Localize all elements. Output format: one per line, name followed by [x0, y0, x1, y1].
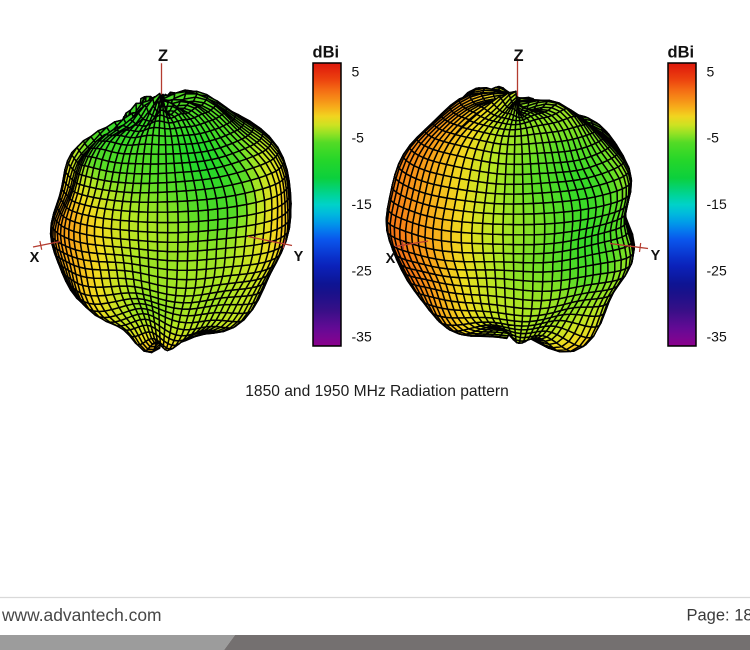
svg-text:-5: -5 — [707, 130, 720, 146]
svg-text:Y: Y — [651, 248, 661, 264]
svg-text:-25: -25 — [707, 262, 727, 278]
svg-text:5: 5 — [707, 63, 715, 79]
svg-text:dBi: dBi — [313, 44, 340, 62]
svg-text:-15: -15 — [707, 196, 727, 212]
svg-text:X: X — [30, 250, 40, 266]
svg-text:-35: -35 — [352, 329, 372, 345]
svg-text:Y: Y — [294, 249, 304, 265]
svg-text:www.advantech.com: www.advantech.com — [1, 605, 162, 625]
svg-text:5: 5 — [352, 63, 360, 79]
svg-text:X: X — [386, 251, 396, 267]
svg-text:1850 and 1950 MHz Radiation pa: 1850 and 1950 MHz Radiation pattern — [245, 383, 509, 400]
svg-text:-35: -35 — [707, 329, 727, 345]
svg-text:-15: -15 — [352, 196, 372, 212]
svg-text:-25: -25 — [352, 262, 372, 278]
svg-text:dBi: dBi — [668, 44, 695, 62]
svg-text:Z: Z — [513, 47, 523, 65]
svg-text:-5: -5 — [352, 130, 365, 146]
svg-text:Page: 18: Page: 18 — [687, 607, 750, 625]
svg-text:Z: Z — [158, 47, 168, 65]
